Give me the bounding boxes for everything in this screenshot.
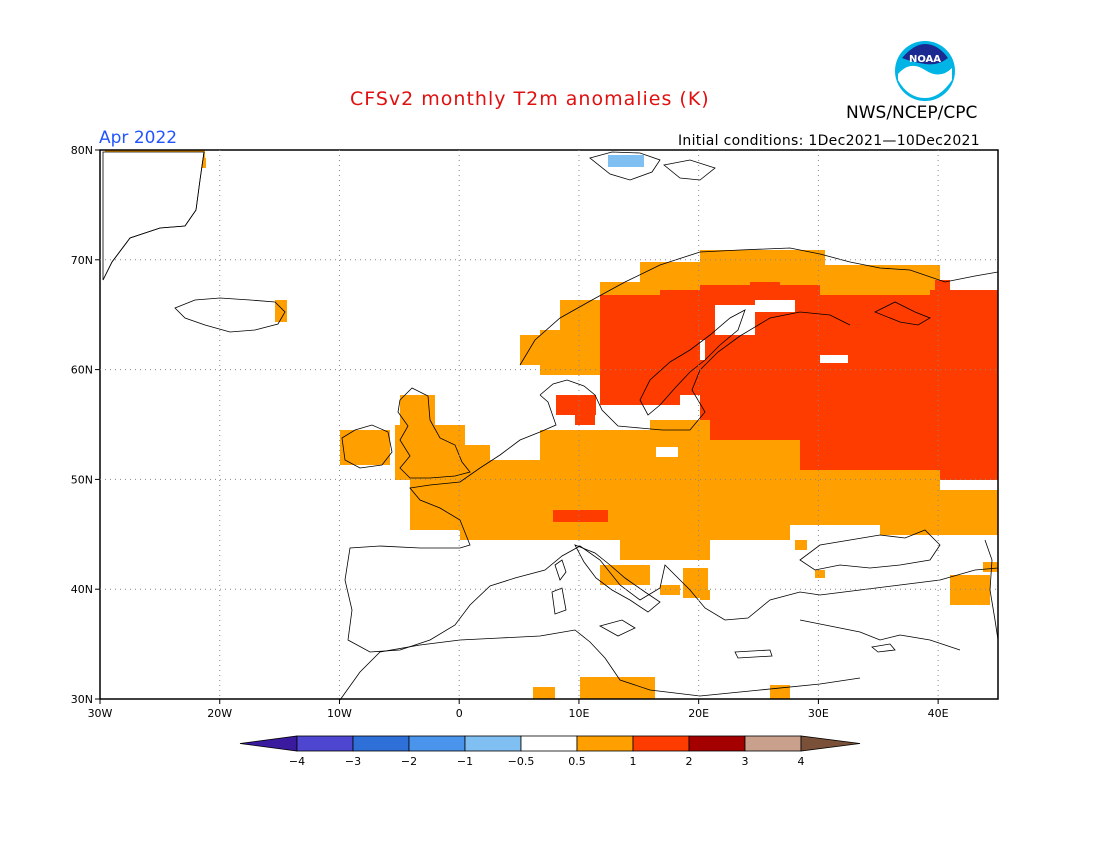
- anomaly-cell: [795, 540, 807, 550]
- colorbar-legend: −4 −3 −2 −1 −0.5 0.5 1 2 3 4: [239, 735, 861, 768]
- anomaly-cell: [608, 155, 644, 167]
- legend-label: −4: [289, 755, 305, 768]
- anomaly-cell: [880, 510, 998, 535]
- legend-arrow-right: [800, 735, 861, 752]
- legend-swatch: [520, 735, 578, 752]
- legend-swatch: [744, 735, 802, 752]
- legend-label: 4: [798, 755, 805, 768]
- lat-tick-label: 50N: [71, 473, 93, 486]
- axis-tick-labels: 30W 20W 10W 0 10E 20E 30E 40E 80N 70N 60N 50N 40N 30N: [71, 144, 949, 720]
- anomaly-cell: [575, 415, 595, 425]
- agency-label: NWS/NCEP/CPC: [846, 103, 978, 123]
- lat-tick-label: 70N: [71, 254, 93, 267]
- anomaly-cell: [815, 570, 825, 578]
- legend-swatch: [576, 735, 634, 752]
- lon-tick-label: 0: [456, 707, 463, 720]
- legend-label: −2: [401, 755, 417, 768]
- lon-tick-label: 30E: [808, 707, 829, 720]
- anomaly-shading: [105, 150, 998, 699]
- anomaly-cell: [660, 585, 680, 595]
- legend-label: 3: [742, 755, 749, 768]
- anomaly-cell: [660, 540, 710, 560]
- anomaly-cell: [600, 565, 650, 585]
- neutral-cell: [820, 355, 848, 363]
- lon-tick-label: 10E: [568, 707, 589, 720]
- legend-swatch: [464, 735, 522, 752]
- legend-swatch: [688, 735, 746, 752]
- legend-label: 1: [630, 755, 637, 768]
- anomaly-cell: [533, 687, 555, 699]
- legend-label: −3: [345, 755, 361, 768]
- lon-tick-label: 10W: [327, 707, 352, 720]
- legend-swatch: [352, 735, 410, 752]
- anomaly-cell: [340, 430, 390, 465]
- map-frame: [99, 149, 999, 700]
- anomaly-cell: [930, 290, 998, 330]
- legend-label: 2: [686, 755, 693, 768]
- anomaly-cell: [750, 282, 780, 294]
- neutral-cell: [715, 305, 755, 335]
- lat-tick-label: 80N: [71, 144, 93, 157]
- chart-title: CFSv2 monthly T2m anomalies (K): [350, 88, 710, 110]
- anomaly-cell: [983, 562, 998, 572]
- lat-tick-label: 30N: [71, 693, 93, 706]
- anomaly-cell: [700, 590, 710, 600]
- neutral-cell: [600, 410, 650, 430]
- lat-tick-label: 40N: [71, 583, 93, 596]
- legend-label: 0.5: [568, 755, 586, 768]
- legend-swatch: [408, 735, 466, 752]
- noaa-logo: NOAA: [895, 41, 955, 101]
- legend-swatch: [632, 735, 690, 752]
- neutral-cell: [755, 300, 795, 312]
- logo-text: NOAA: [909, 54, 941, 65]
- neutral-cell: [656, 447, 678, 457]
- legend-label: −1: [457, 755, 473, 768]
- anomaly-cell: [990, 520, 998, 530]
- anomaly-cell: [556, 395, 596, 415]
- neutral-cell: [680, 395, 700, 415]
- lon-tick-label: 20W: [207, 707, 232, 720]
- legend-arrow-left: [239, 735, 298, 752]
- anomaly-cell: [950, 575, 990, 605]
- lat-tick-label: 60N: [71, 364, 93, 377]
- legend-swatch: [296, 735, 354, 752]
- initial-conditions: Initial conditions: 1Dec2021—10Dec2021: [678, 133, 980, 149]
- lon-tick-label: 40E: [928, 707, 949, 720]
- forecast-month: Apr 2022: [99, 128, 178, 148]
- lon-tick-label: 20E: [688, 707, 709, 720]
- anomaly-cell: [580, 677, 655, 699]
- anomaly-cell: [935, 280, 950, 290]
- coastlines: [102, 151, 999, 701]
- legend-label: −0.5: [508, 755, 535, 768]
- lon-tick-label: 30W: [88, 707, 113, 720]
- anomaly-cell: [553, 510, 608, 522]
